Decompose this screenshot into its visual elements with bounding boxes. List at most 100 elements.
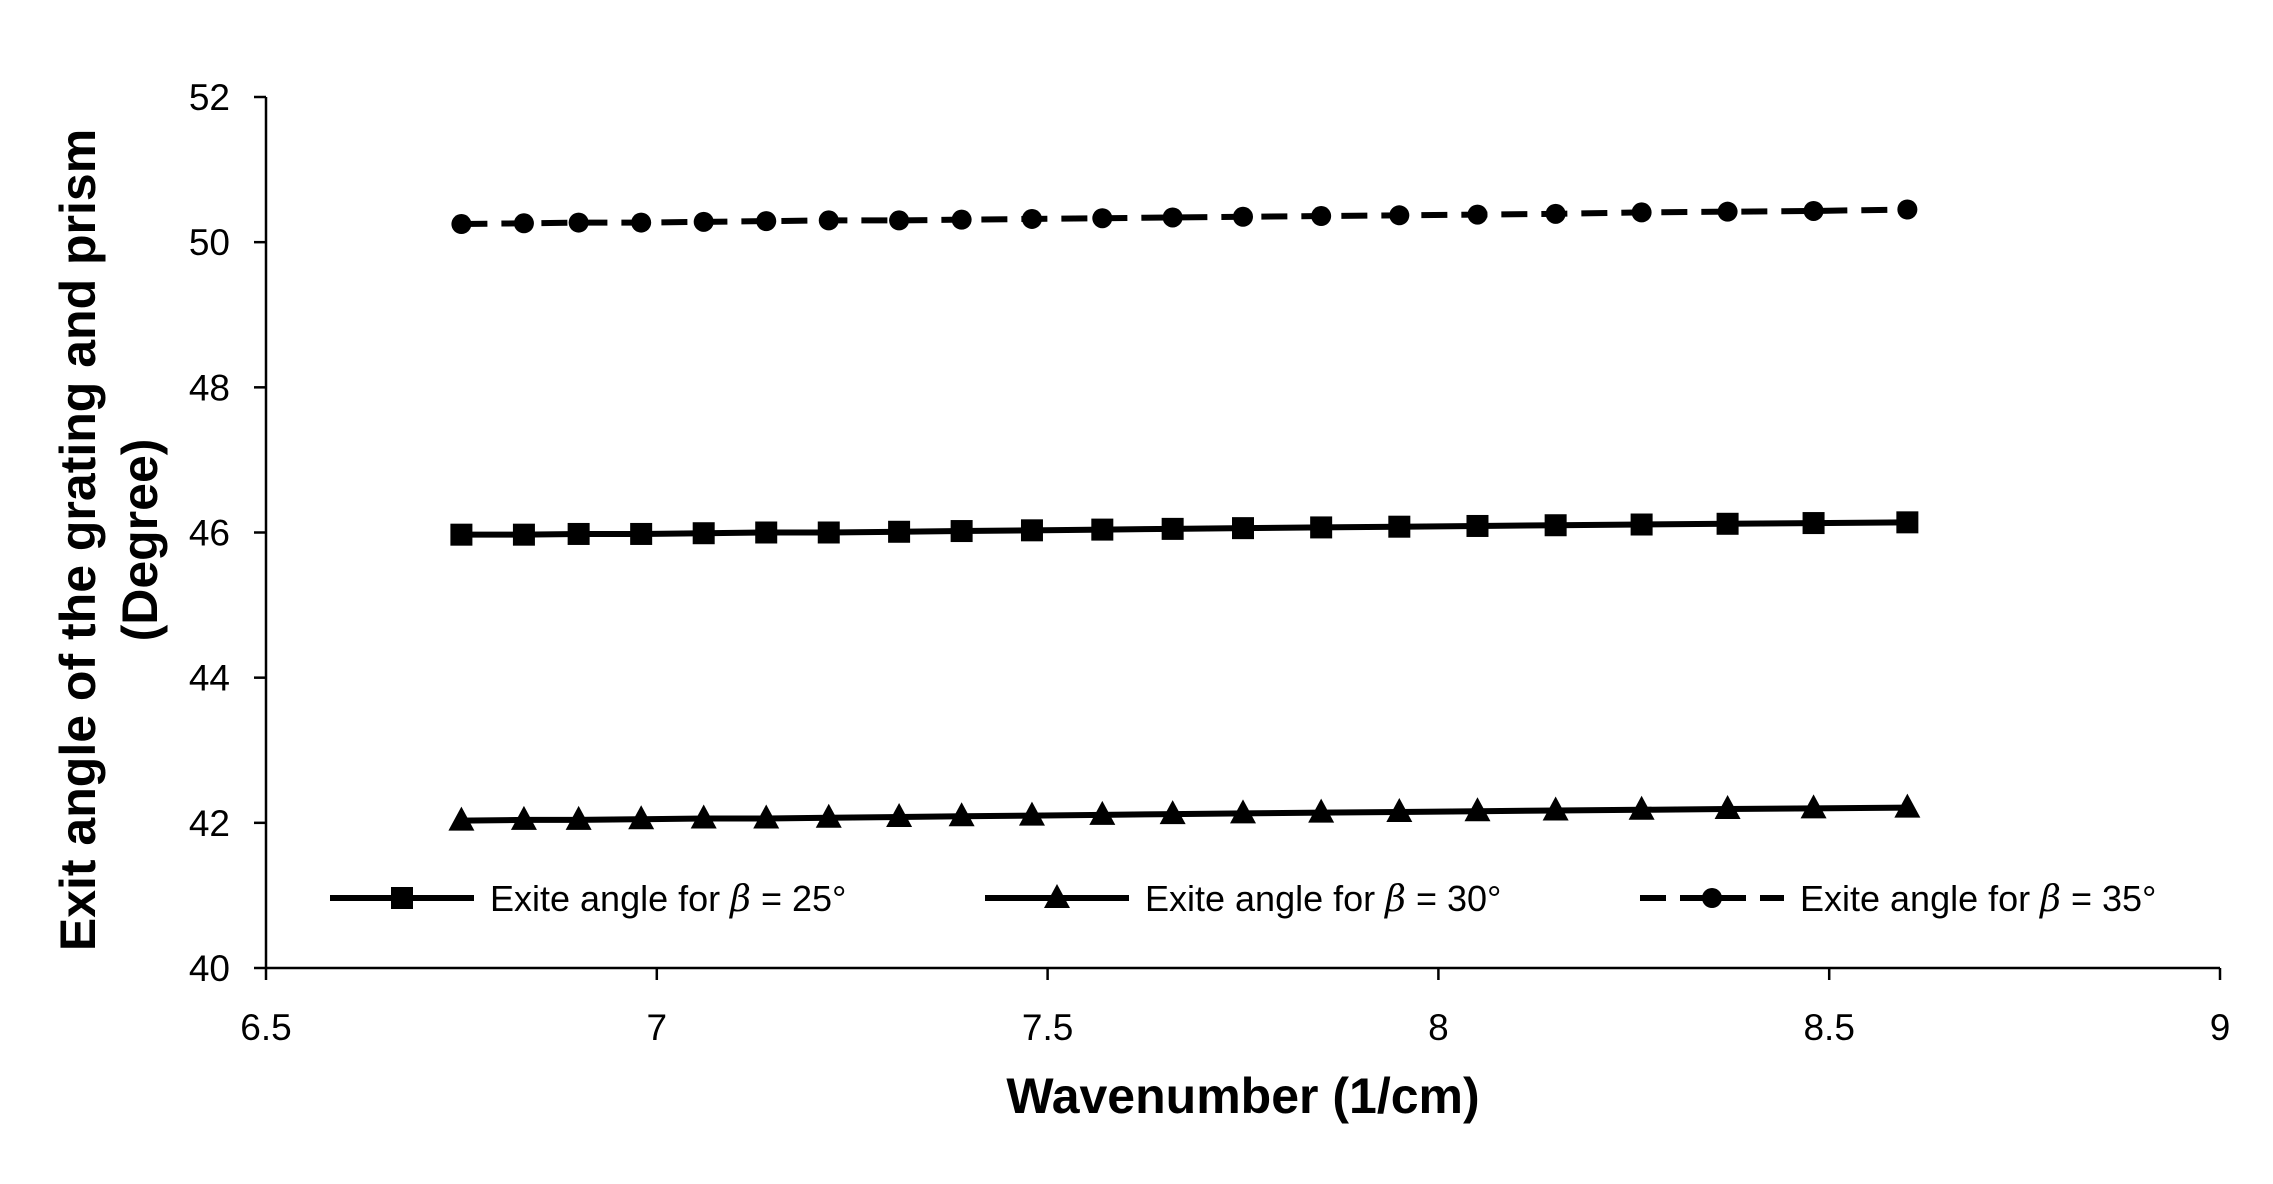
legend-label: Exite angle for β = 30°: [1145, 878, 1501, 920]
legend-swatch-marker: [391, 887, 413, 909]
x-axis-title: Wavenumber (1/cm): [1006, 1068, 1479, 1124]
data-point: [888, 520, 911, 543]
data-point: [1544, 514, 1567, 537]
x-tick-label: 7.5: [1022, 1007, 1073, 1048]
data-point: [1308, 798, 1335, 823]
data-point: [1803, 200, 1824, 221]
data-point: [693, 211, 714, 232]
data-point: [1802, 512, 1825, 535]
data-point: [1018, 801, 1045, 826]
y-axis-title: Exit angle of the grating and prism (Degr…: [50, 129, 168, 951]
data-point: [1091, 518, 1114, 541]
data-point: [950, 520, 973, 543]
series-line: [461, 519, 1908, 538]
y-axis-title-line: Exit angle of the grating and prism: [50, 129, 106, 951]
data-point: [1467, 204, 1488, 225]
data-point: [1021, 208, 1042, 229]
data-point: [1161, 517, 1184, 540]
data-point: [1232, 517, 1254, 540]
legend-label-symbol: β: [2038, 879, 2061, 920]
legend-entry: Exite angle for β = 30°: [985, 878, 1501, 920]
data-point: [513, 213, 534, 234]
y-tick-label: 40: [189, 948, 230, 989]
data-point: [1388, 515, 1411, 538]
y-tick-label: 48: [189, 367, 230, 408]
data-point: [1311, 206, 1332, 227]
data-point: [1631, 202, 1652, 223]
legend-label-suffix: = 30°: [1406, 878, 1501, 919]
data-point: [630, 522, 653, 545]
data-point: [753, 804, 780, 829]
data-point: [1896, 511, 1919, 534]
data-point: [692, 522, 715, 545]
data-point: [886, 803, 913, 828]
y-tick-label: 44: [189, 658, 230, 699]
series-layer: [448, 199, 1921, 831]
data-point: [889, 210, 910, 231]
series-group: [450, 511, 1919, 546]
data-point: [1542, 796, 1569, 821]
legend-label-symbol: β: [1383, 879, 1406, 920]
data-point: [1894, 793, 1921, 818]
data-point: [756, 211, 777, 232]
legend-entry: Exite angle for β = 35°: [1640, 878, 2156, 920]
series-group: [448, 793, 1921, 831]
data-point: [451, 214, 472, 235]
y-tick-label: 50: [189, 222, 230, 263]
x-tick-label: 6.5: [240, 1007, 291, 1048]
data-point: [948, 802, 975, 827]
data-point: [1630, 513, 1653, 536]
data-point: [567, 522, 590, 545]
series-line: [461, 206, 1908, 228]
series-group: [451, 199, 1918, 235]
data-point: [448, 806, 475, 831]
legend: Exite angle for β = 25° Exite angle for β…: [330, 878, 2156, 920]
ticks-layer: 40 42 44 46 48 50 52 6.5 7 7.5 8 8.5 9: [189, 77, 2230, 1048]
data-point: [1464, 797, 1491, 822]
data-point: [1020, 519, 1043, 542]
data-point: [1233, 206, 1253, 227]
data-point: [1800, 794, 1827, 819]
y-axis-title-line: (Degree): [112, 439, 168, 642]
y-tick-label: 46: [189, 513, 230, 554]
data-point: [631, 212, 652, 233]
y-tick-label: 52: [189, 77, 230, 118]
data-point: [690, 804, 717, 829]
data-point: [1310, 516, 1333, 539]
y-tick-label: 42: [189, 803, 230, 844]
data-point: [1897, 199, 1918, 220]
data-point: [512, 523, 535, 546]
data-point: [815, 803, 842, 828]
data-point: [628, 805, 655, 830]
legend-label-prefix: Exite angle for: [490, 878, 730, 919]
data-point: [818, 210, 839, 231]
data-point: [1466, 514, 1489, 537]
data-point: [565, 805, 592, 830]
data-point: [1159, 800, 1186, 825]
legend-swatch-marker: [1702, 888, 1722, 908]
legend-swatch-marker: [1044, 884, 1070, 908]
x-tick-label: 8.5: [1803, 1007, 1854, 1048]
x-tick-label: 7: [647, 1007, 668, 1048]
legend-label-prefix: Exite angle for: [1145, 878, 1385, 919]
x-tick-label: 8: [1428, 1007, 1449, 1048]
data-point: [755, 521, 778, 544]
data-point: [1230, 799, 1256, 824]
legend-entry: Exite angle for β = 25°: [330, 878, 846, 920]
data-point: [1389, 205, 1410, 226]
legend-label-prefix: Exite angle for: [1800, 878, 2040, 919]
data-point: [568, 212, 589, 233]
data-point: [1092, 208, 1113, 229]
legend-label-suffix: = 35°: [2061, 878, 2156, 919]
data-point: [951, 209, 972, 230]
data-point: [1162, 207, 1183, 228]
legend-label-symbol: β: [728, 879, 751, 920]
data-point: [1716, 512, 1739, 535]
data-point: [1628, 795, 1655, 820]
data-point: [1545, 203, 1566, 224]
data-point: [1714, 795, 1741, 820]
legend-label: Exite angle for β = 25°: [490, 878, 846, 920]
x-tick-label: 9: [2210, 1007, 2231, 1048]
